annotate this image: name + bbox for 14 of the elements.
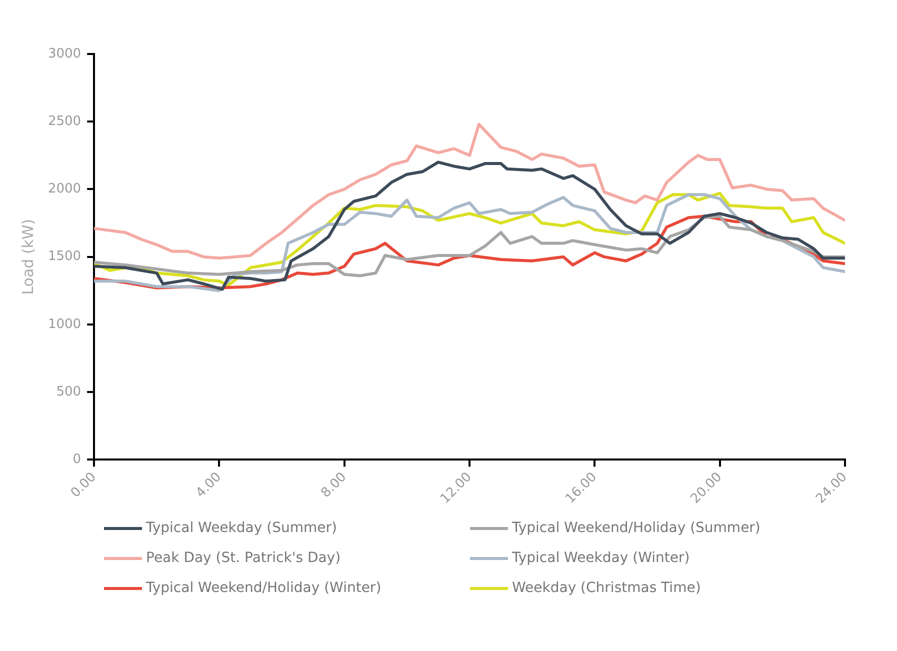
y-tick-label: 2000 xyxy=(48,182,82,197)
y-axis-title: Load (kW) xyxy=(18,218,37,295)
legend-label: Typical Weekend/Holiday (Summer) xyxy=(512,520,760,536)
legend-label: Typical Weekday (Winter) xyxy=(512,550,690,566)
y-tick-label: 1000 xyxy=(48,316,82,332)
y-tick-label: 1500 xyxy=(48,249,82,264)
legend-label: Typical Weekend/Holiday (Winter) xyxy=(146,580,382,596)
y-tick-label: 3000 xyxy=(48,46,82,62)
y-tick-label: 2500 xyxy=(48,114,82,129)
legend-label: Typical Weekday (Summer) xyxy=(146,520,337,536)
y-tick-label: 500 xyxy=(56,384,82,400)
y-tick-label: 0 xyxy=(72,452,82,468)
legend-label: Weekday (Christmas Time) xyxy=(512,580,701,596)
legend-label: Peak Day (St. Patrick's Day) xyxy=(146,550,341,566)
